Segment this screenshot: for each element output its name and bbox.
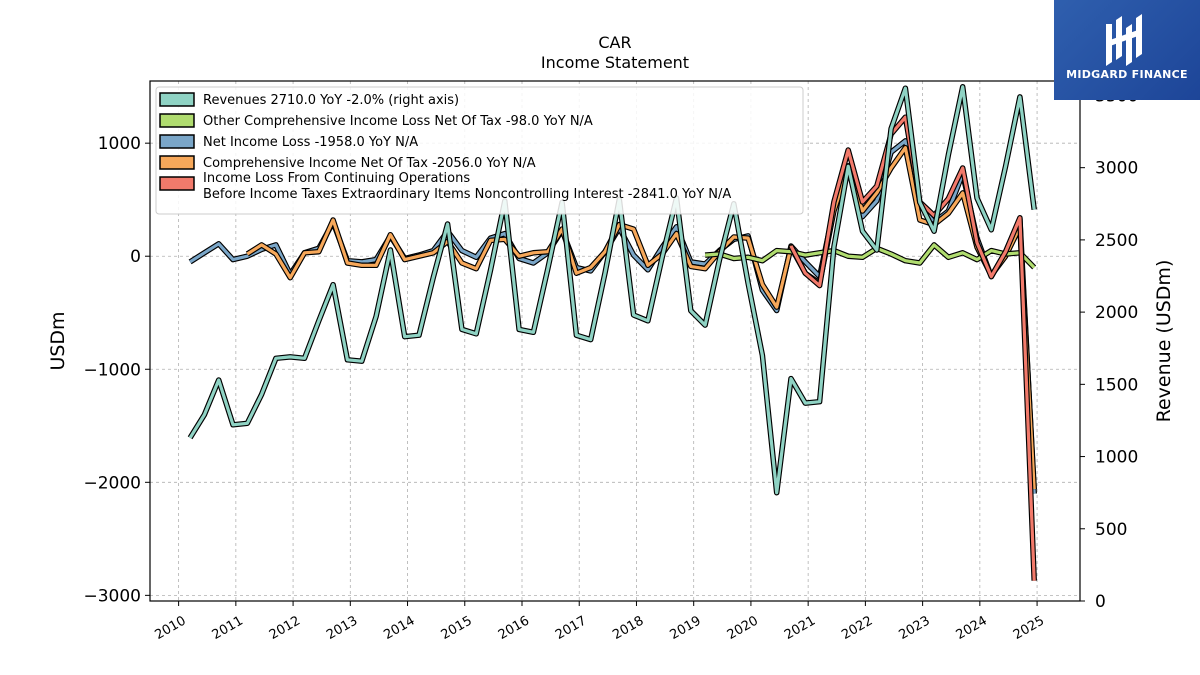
series-line-1 — [246, 146, 1036, 490]
y2-tick-label: 3000 — [1095, 159, 1138, 179]
legend-swatch — [159, 134, 195, 149]
y-axis-label: USDm — [47, 311, 69, 370]
series-line-4 — [188, 85, 1036, 495]
series-line-2 — [704, 243, 1036, 269]
series-layer — [187, 84, 1037, 581]
brand-name: MIDGARD FINANCE — [1066, 68, 1188, 81]
y-axis-right: 0500100015002000250030003500 — [1080, 86, 1138, 612]
legend-swatch — [159, 155, 195, 170]
y2-tick-label: 0 — [1095, 592, 1106, 612]
legend-swatch — [159, 176, 195, 191]
y-tick-label: −3000 — [83, 586, 141, 606]
y2-axis-label: Revenue (USDm) — [1153, 260, 1175, 423]
x-tick-label: 2015 — [439, 613, 475, 643]
x-tick-label: 2022 — [839, 613, 875, 643]
legend-swatch — [159, 113, 195, 128]
x-tick-label: 2011 — [210, 613, 246, 643]
legend-label: Net Income Loss -1958.0 YoY N/A — [203, 135, 418, 150]
x-tick-label: 2017 — [553, 613, 589, 643]
legend-label: Other Comprehensive Income Loss Net Of T… — [203, 114, 593, 129]
x-tick-label: 2024 — [954, 613, 990, 643]
brand-logo: MIDGARD FINANCE — [1054, 0, 1200, 100]
x-axis: 2010 2011 2012 2013 2014 2015 2016 2017 2018 2019… — [152, 601, 1047, 643]
y2-tick-label: 1500 — [1095, 375, 1138, 395]
x-tick-label: 2014 — [381, 613, 417, 643]
legend: Revenues 2710.0 YoY -2.0% (right axis) Ot… — [155, 86, 804, 215]
x-tick-label: 2016 — [496, 613, 532, 643]
y2-tick-label: 1000 — [1095, 448, 1138, 468]
y-tick-label: −2000 — [83, 473, 141, 493]
y-tick-label: 1000 — [98, 134, 141, 154]
legend-box — [155, 86, 804, 215]
plot-frame — [149, 80, 1081, 602]
y-tick-label: −1000 — [83, 360, 141, 380]
y2-tick-label: 2500 — [1095, 231, 1138, 251]
brand-mark-icon — [1106, 14, 1142, 66]
x-tick-label: 2023 — [896, 613, 932, 643]
chart-subtitle: Income Statement — [541, 53, 689, 72]
legend-label: Revenues 2710.0 YoY -2.0% (right axis) — [203, 93, 459, 108]
x-tick-label: 2010 — [152, 613, 188, 643]
chart-title: CAR — [598, 33, 631, 52]
x-tick-label: 2018 — [610, 613, 646, 643]
x-tick-label: 2013 — [324, 613, 360, 643]
x-tick-label: 2019 — [668, 613, 704, 643]
legend-label-line2: Before Income Taxes Extraordinary Items … — [203, 187, 731, 202]
y2-tick-label: 2000 — [1095, 303, 1138, 323]
legend-label: Income Loss From Continuing Operations — [203, 171, 470, 186]
x-tick-label: 2020 — [725, 613, 761, 643]
x-tick-label: 2025 — [1011, 613, 1047, 643]
x-tick-label: 2012 — [267, 613, 303, 643]
y-tick-label: 0 — [130, 247, 141, 267]
y2-tick-label: 500 — [1095, 520, 1127, 540]
x-tick-label: 2021 — [782, 613, 818, 643]
legend-swatch — [159, 92, 195, 107]
y-axis-left: −3000 −2000 −1000 0 1000 — [83, 134, 150, 606]
legend-label: Comprehensive Income Net Of Tax -2056.0 … — [203, 156, 536, 171]
